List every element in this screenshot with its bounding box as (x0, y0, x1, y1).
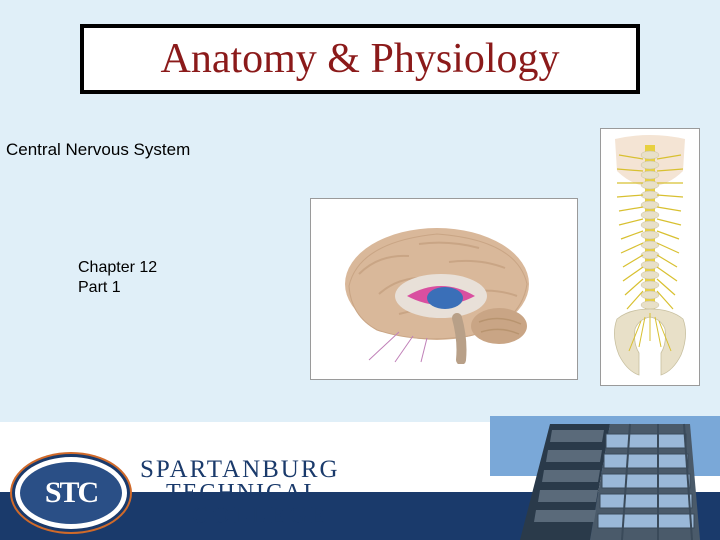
brain-icon (329, 214, 559, 364)
title-box: Anatomy & Physiology (80, 24, 640, 94)
college-line2: TECHNICAL (140, 482, 340, 505)
chapter-line1: Chapter 12 (78, 258, 157, 278)
college-name: SPARTANBURG TECHNICAL COLLEGE (140, 458, 340, 527)
college-line3: COLLEGE (140, 505, 340, 528)
brain-image (310, 198, 578, 380)
building-image (490, 416, 720, 540)
footer: STC SPARTANBURG TECHNICAL COLLEGE (0, 416, 720, 540)
building-icon (490, 416, 720, 540)
title-text: Anatomy & Physiology (160, 35, 559, 83)
chapter-block: Chapter 12 Part 1 (78, 258, 157, 298)
chapter-line2: Part 1 (78, 278, 157, 298)
college-line1: SPARTANBURG (140, 458, 340, 482)
spine-image (600, 128, 700, 386)
spine-icon (605, 135, 695, 381)
logo-letters: STC (45, 476, 97, 510)
logo-oval: STC (12, 454, 130, 532)
logo-block: STC SPARTANBURG TECHNICAL COLLEGE (12, 454, 340, 532)
subtitle-text: Central Nervous System (6, 140, 190, 160)
